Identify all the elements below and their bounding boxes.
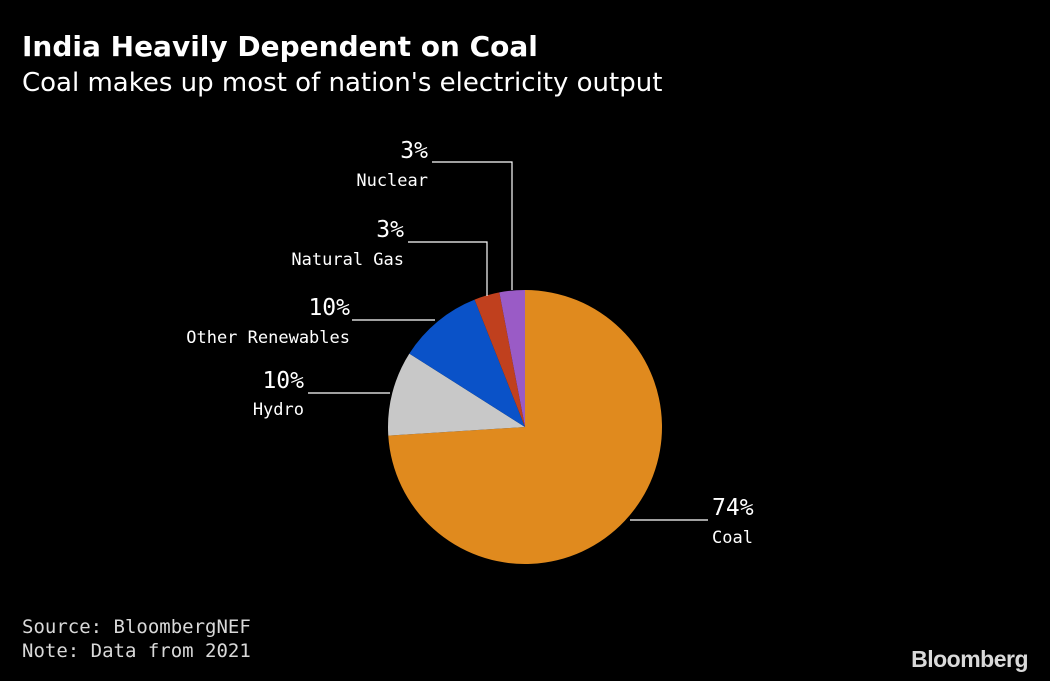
data-label-coal-name: Coal xyxy=(712,528,753,548)
data-label-nuclear-percent: 3% xyxy=(400,138,428,164)
leader-line-natural-gas xyxy=(408,241,488,296)
data-label-nuclear-name: Nuclear xyxy=(356,171,428,191)
leader-lines xyxy=(308,161,708,521)
bloomberg-logo: Bloomberg xyxy=(911,646,1028,672)
data-note: Note: Data from 2021 xyxy=(22,640,251,662)
pie-slice-other-renewables xyxy=(409,299,525,427)
pie-slices xyxy=(387,290,662,564)
data-label-other-renewables-name: Other Renewables xyxy=(186,328,350,348)
data-label-hydro-percent: 10% xyxy=(262,368,304,394)
data-label-coal-percent: 74% xyxy=(712,495,754,521)
data-label-natural-gas-percent: 3% xyxy=(376,217,404,243)
data-label-natural-gas-name: Natural Gas xyxy=(291,250,404,270)
chart-subtitle: Coal makes up most of nation's electrici… xyxy=(22,68,663,98)
pie-slice-nuclear xyxy=(499,290,525,427)
data-label-hydro-name: Hydro xyxy=(253,400,304,420)
chart-title: India Heavily Dependent on Coal xyxy=(22,30,538,63)
leader-line-nuclear xyxy=(432,161,513,290)
source-note: Source: BloombergNEF xyxy=(22,616,251,638)
data-label-other-renewables-percent: 10% xyxy=(308,295,350,321)
pie-slice-coal xyxy=(388,290,662,564)
slice-labels: 74% Coal 10% Hydro 10% Other Renewables 3% Natu… xyxy=(186,138,753,548)
pie-slice-hydro xyxy=(387,353,525,436)
pie-slice-natural-gas xyxy=(474,292,525,427)
